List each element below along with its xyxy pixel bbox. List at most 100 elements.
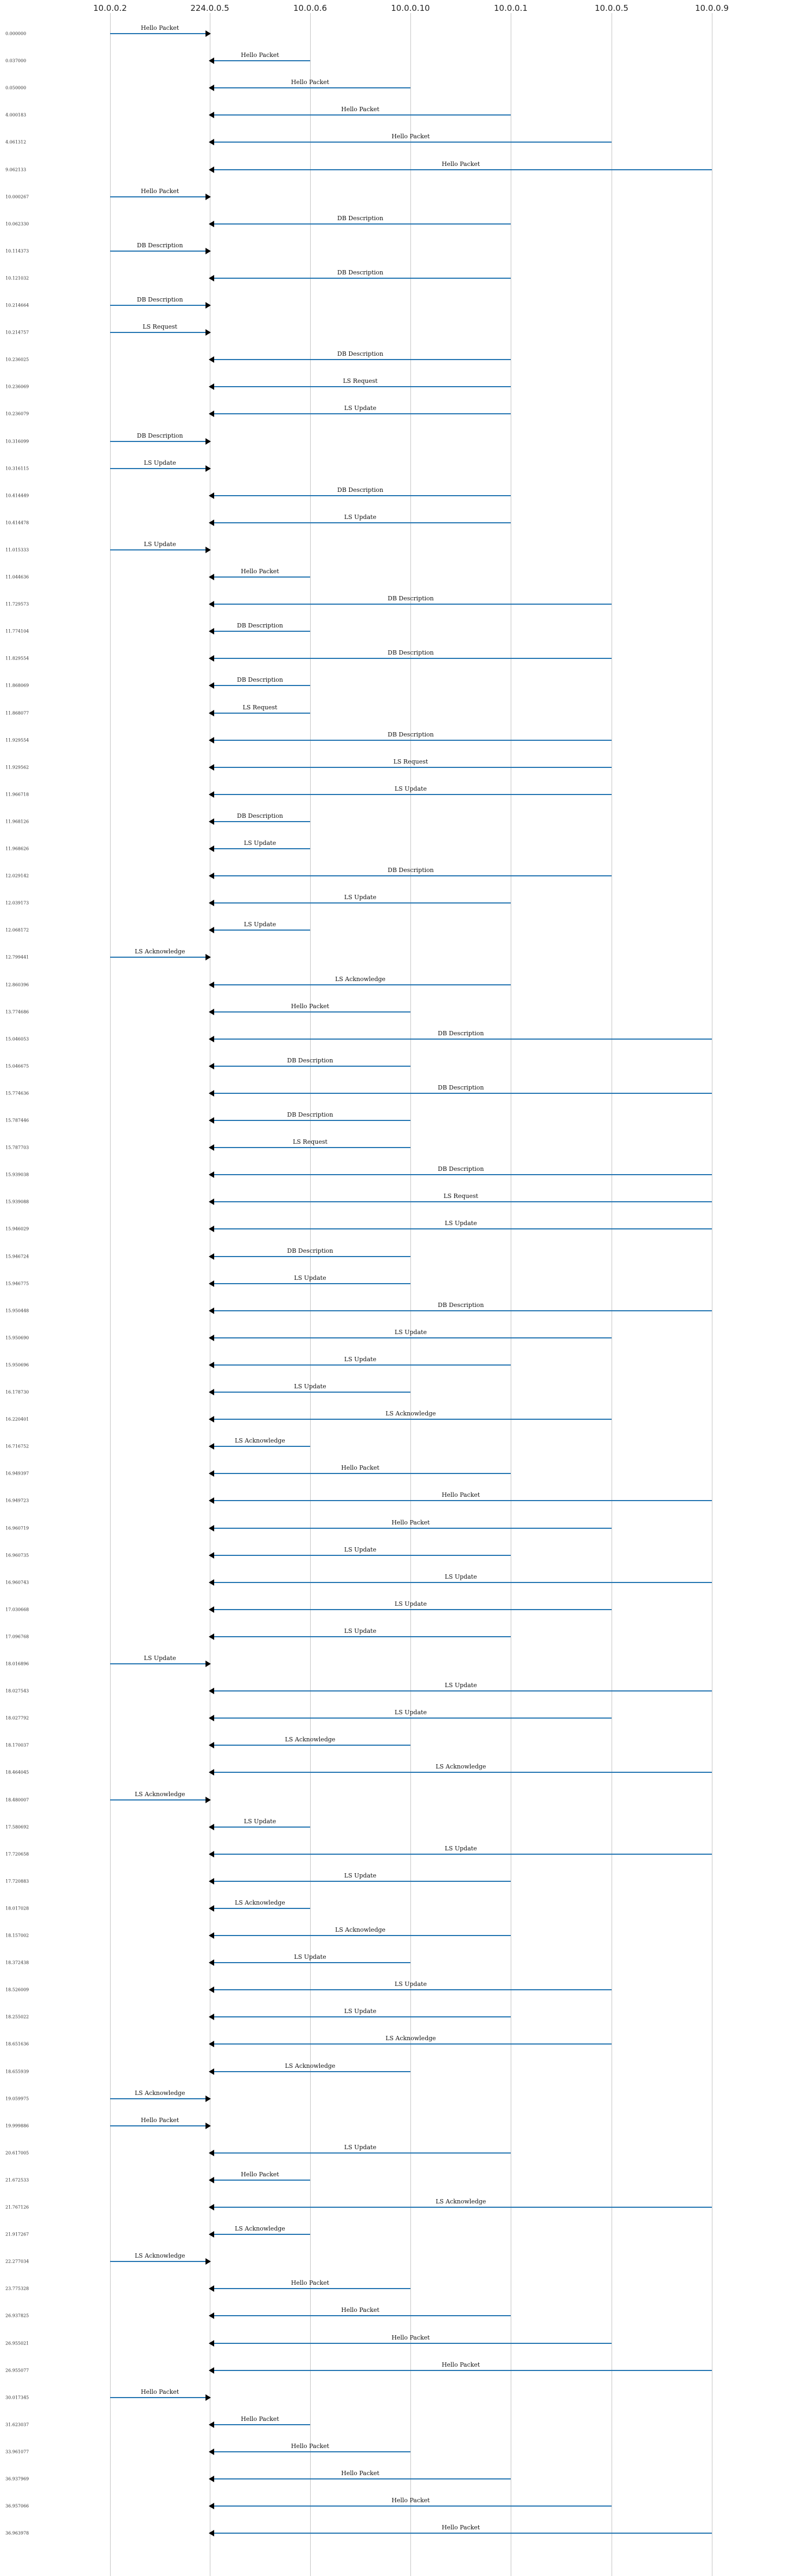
timestamp: 11.044636: [5, 574, 29, 580]
message-arrow: DB Description: [209, 649, 612, 662]
arrowhead-icon: [209, 2177, 214, 2183]
arrowhead-icon: [209, 791, 214, 798]
timestamp: 16.178730: [5, 1389, 29, 1395]
message-label: LS Acknowledge: [335, 976, 385, 983]
host-label: 10.0.0.2: [93, 3, 127, 13]
message-arrow: Hello Packet: [209, 2279, 410, 2292]
arrowhead-icon: [205, 2258, 211, 2265]
message-label: Hello Packet: [441, 1491, 480, 1498]
arrowhead-icon: [209, 1063, 214, 1069]
timestamp: 18.464045: [5, 1770, 29, 1775]
arrowhead-icon: [209, 710, 214, 716]
arrowhead-icon: [209, 2231, 214, 2238]
arrowhead-icon: [209, 1824, 214, 1830]
message-label: DB Description: [438, 1302, 484, 1309]
message-label: LS Update: [394, 1709, 427, 1716]
arrowhead-icon: [209, 1226, 214, 1232]
timestamp: 22.277034: [5, 2259, 29, 2264]
message-label: LS Update: [394, 785, 427, 792]
message-arrow: Hello Packet: [209, 2524, 712, 2536]
message-label: LS Update: [394, 1329, 427, 1336]
host-label: 10.0.0.6: [293, 3, 327, 13]
timestamp: 18.651636: [5, 2041, 29, 2047]
arrowhead-icon: [209, 1470, 214, 1477]
arrowhead-icon: [209, 1525, 214, 1531]
message-label: LS Update: [294, 1274, 326, 1281]
arrowhead-icon: [209, 1199, 214, 1205]
timestamp: 12.860396: [5, 982, 29, 988]
message-arrow: Hello Packet: [209, 1519, 612, 1531]
arrowhead-icon: [209, 2285, 214, 2292]
arrowhead-icon: [209, 221, 214, 227]
message-arrow: Hello Packet: [209, 2443, 410, 2455]
message-label: Hello Packet: [241, 52, 279, 59]
arrowhead-icon: [209, 900, 214, 906]
arrowhead-icon: [209, 682, 214, 689]
message-arrow: LS Request: [209, 1193, 712, 1205]
message-arrow: Hello Packet: [209, 133, 612, 145]
arrowhead-icon: [209, 2204, 214, 2210]
message-arrow: LS Update: [209, 1329, 612, 1341]
timestamp: 16.960719: [5, 1526, 29, 1531]
message-label: LS Update: [243, 1818, 277, 1825]
message-arrow: DB Description: [110, 296, 211, 309]
message-arrow: LS Acknowledge: [209, 2225, 310, 2238]
message-label: Hello Packet: [140, 2388, 179, 2395]
arrowhead-icon: [209, 275, 214, 281]
timestamp: 10.236079: [5, 411, 29, 416]
message-arrow: DB Description: [209, 486, 511, 499]
timestamp: 16.949723: [5, 1498, 29, 1503]
timestamp: 18.480007: [5, 1797, 29, 1803]
message-arrow: Hello Packet: [209, 161, 712, 173]
message-arrow: DB Description: [209, 622, 310, 635]
message-label: Hello Packet: [391, 133, 430, 140]
timestamp: 16.960743: [5, 1580, 29, 1585]
timestamp: 9.062133: [5, 167, 27, 172]
message-label: Hello Packet: [241, 568, 279, 575]
message-label: DB Description: [388, 867, 434, 874]
message-arrow: Hello Packet: [209, 52, 310, 64]
message-label: LS Update: [394, 1600, 427, 1607]
arrowhead-icon: [209, 1036, 214, 1042]
message-arrow: LS Update: [209, 894, 511, 906]
arrowhead-icon: [209, 1987, 214, 1993]
message-arrow: Hello Packet: [209, 1464, 511, 1477]
message-label: LS Update: [294, 1383, 326, 1390]
message-arrow: LS Update: [209, 1546, 511, 1559]
timestamp: 11.868077: [5, 710, 29, 716]
message-arrow: LS Acknowledge: [209, 1926, 511, 1939]
timestamp: 18.170037: [5, 1742, 29, 1748]
message-label: Hello Packet: [391, 2497, 430, 2504]
arrowhead-icon: [209, 873, 214, 879]
timestamp: 18.027543: [5, 1688, 29, 1694]
timestamp: 17.030668: [5, 1607, 29, 1612]
message-label: LS Acknowledge: [235, 2225, 285, 2232]
message-label: LS Update: [445, 1220, 477, 1227]
message-label: LS Acknowledge: [385, 1410, 436, 1417]
message-label: Hello Packet: [140, 24, 179, 31]
timestamp: 18.157002: [5, 1933, 29, 1938]
arrowhead-icon: [209, 112, 214, 118]
message-arrow: Hello Packet: [209, 2470, 511, 2482]
message-arrow: LS Acknowledge: [209, 1410, 612, 1422]
message-label: LS Request: [242, 704, 278, 711]
timestamp: 18.655939: [5, 2069, 29, 2074]
message-arrow: LS Update: [209, 840, 310, 852]
message-arrow: DB Description: [209, 1111, 410, 1124]
timestamp: 17.720658: [5, 1851, 29, 1857]
timestamp: 17.580692: [5, 1824, 29, 1830]
message-arrow: Hello Packet: [110, 2117, 211, 2129]
message-arrow: LS Acknowledge: [110, 2252, 211, 2265]
message-label: Hello Packet: [291, 2279, 330, 2286]
timestamp: 13.774686: [5, 1009, 29, 1015]
timestamp: 18.526009: [5, 1987, 29, 1992]
arrowhead-icon: [205, 30, 211, 37]
message-label: Hello Packet: [241, 2171, 279, 2178]
timestamp: 12.068172: [5, 927, 29, 933]
arrowhead-icon: [209, 1362, 214, 1368]
arrowhead-icon: [209, 1878, 214, 1885]
timestamp: 10.414478: [5, 520, 29, 526]
message-label: LS Acknowledge: [235, 1437, 285, 1444]
arrowhead-icon: [209, 383, 214, 390]
timestamp: 10.414449: [5, 493, 29, 498]
